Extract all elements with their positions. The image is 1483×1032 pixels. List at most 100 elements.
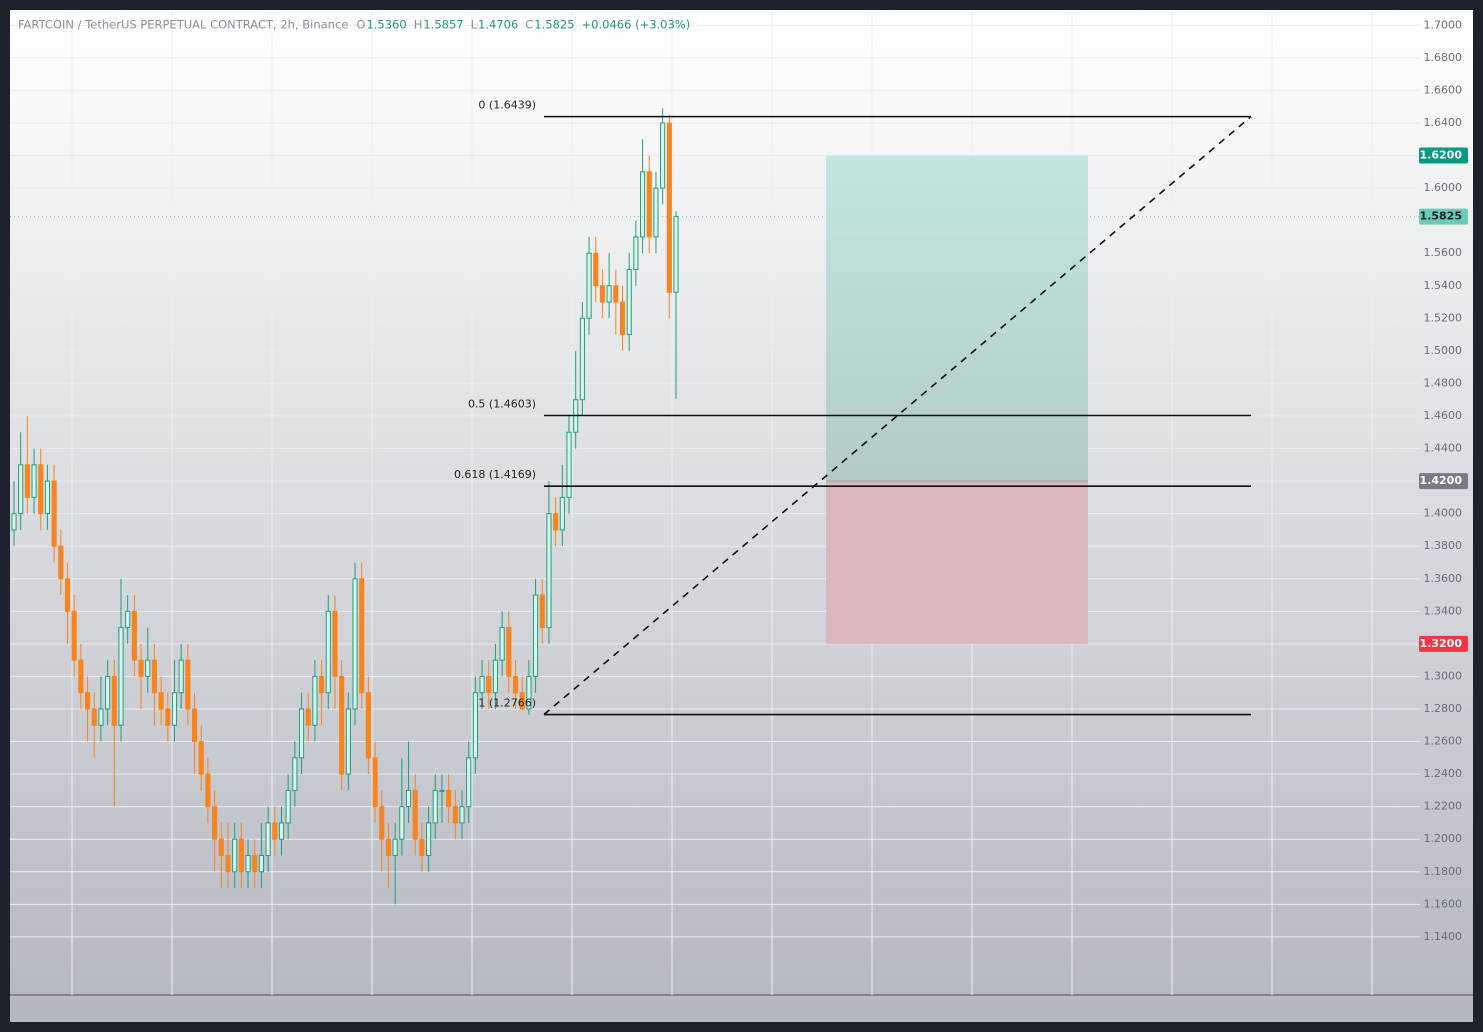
candle-body: [472, 692, 478, 759]
candle-body: [258, 854, 264, 873]
candle-body: [125, 610, 131, 629]
y-tick-label: 1.5200: [1424, 311, 1463, 324]
candle-body: [566, 431, 572, 498]
candle-body: [345, 708, 351, 775]
candle-body: [185, 659, 191, 710]
candle-body: [379, 806, 385, 840]
price-tag-label: 1.6200: [1420, 149, 1463, 162]
candle-body: [626, 268, 632, 336]
fib-trend-line: [543, 116, 1252, 716]
candle-body: [606, 285, 612, 303]
candle-body: [312, 675, 318, 726]
candle-body: [466, 757, 472, 808]
candle-body: [285, 789, 291, 824]
ohlc-key: L: [471, 18, 478, 32]
candle-body: [586, 252, 592, 319]
y-tick-label: 1.5600: [1424, 246, 1463, 259]
y-tick-label: 1.6400: [1424, 116, 1463, 129]
candle-body: [18, 464, 24, 515]
candle-body: [305, 708, 311, 726]
candle-body: [452, 806, 458, 824]
y-tick-label: 1.4800: [1424, 376, 1463, 389]
price-tag: [1419, 473, 1468, 490]
candle-body: [118, 627, 124, 726]
candle-body: [526, 675, 532, 710]
candle-body: [479, 675, 485, 694]
y-tick-label: 1.2000: [1424, 832, 1463, 845]
candle-body: [579, 317, 585, 401]
candle-body: [238, 838, 244, 873]
candle-body: [212, 806, 218, 840]
candle-body: [198, 741, 204, 775]
candle-body: [539, 594, 545, 629]
candle-body: [292, 757, 298, 791]
candle-body: [44, 480, 51, 515]
candle-body: [546, 513, 552, 629]
y-tick-label: 1.2400: [1424, 767, 1463, 780]
candle-body: [151, 659, 157, 694]
candle-body: [446, 789, 452, 808]
chart-background: [10, 10, 1473, 1022]
y-tick-label: 1.2800: [1424, 702, 1463, 715]
candle-body: [352, 578, 358, 710]
candle-body: [599, 285, 606, 303]
candle-body: [225, 854, 231, 873]
candle-body: [138, 659, 144, 677]
candle-body: [171, 692, 178, 726]
candle-body: [426, 822, 432, 856]
candle-body: [653, 187, 659, 238]
candle-body: [486, 675, 492, 694]
ohlc-value: 1.5360: [366, 18, 406, 32]
candle-body: [646, 171, 652, 238]
y-tick-label: 1.2200: [1424, 800, 1463, 813]
price-tag: [1419, 208, 1468, 225]
candle-body: [298, 708, 305, 759]
candle-body: [58, 545, 64, 580]
candle-body: [278, 822, 285, 840]
candle-body: [660, 122, 666, 189]
candle-body: [218, 838, 224, 856]
y-tick-label: 1.1800: [1424, 865, 1463, 878]
y-tick-label: 1.2600: [1424, 735, 1463, 748]
candle-body: [339, 675, 345, 775]
candle-body: [639, 171, 646, 238]
profit-zone: [826, 155, 1088, 482]
candle-body: [245, 854, 251, 873]
candle-body: [24, 464, 30, 498]
fib-label: 0.5 (1.4603): [468, 397, 536, 410]
candle-body: [111, 675, 117, 726]
candle-body: [51, 480, 57, 547]
price-tag: [1419, 635, 1468, 652]
y-tick-label: 1.3600: [1424, 572, 1463, 585]
candle-body: [405, 789, 412, 808]
candle-body: [272, 822, 278, 840]
y-tick-label: 1.5000: [1424, 344, 1463, 357]
y-tick-label: 1.6600: [1424, 83, 1463, 96]
candle-body: [392, 838, 398, 856]
candle-body: [365, 692, 371, 759]
y-tick-label: 1.1600: [1424, 897, 1463, 910]
price-tag-label: 1.3200: [1420, 637, 1463, 650]
candle-body: [633, 236, 639, 270]
candle-body: [459, 806, 465, 824]
price-tag-label: 1.4200: [1420, 474, 1463, 487]
candle-body: [71, 610, 77, 661]
ohlc-value: 1.5825: [534, 18, 574, 32]
fib-label: 0.618 (1.4169): [454, 468, 536, 481]
price-tag-label: 1.5825: [1420, 210, 1462, 223]
y-tick-label: 1.1400: [1424, 930, 1463, 943]
candle-body: [325, 610, 331, 694]
candle-body: [619, 301, 626, 336]
candle-body: [131, 610, 137, 661]
candle-body: [412, 789, 418, 840]
y-tick-label: 1.6000: [1424, 181, 1463, 194]
candle-body: [191, 708, 198, 743]
y-tick-label: 1.5400: [1424, 279, 1463, 292]
candle-body: [419, 838, 425, 856]
y-tick-label: 1.3800: [1424, 539, 1463, 552]
change: +0.0466 (+3.03%): [582, 18, 691, 32]
ohlc-key: C: [525, 18, 533, 32]
candle-body: [492, 659, 499, 694]
